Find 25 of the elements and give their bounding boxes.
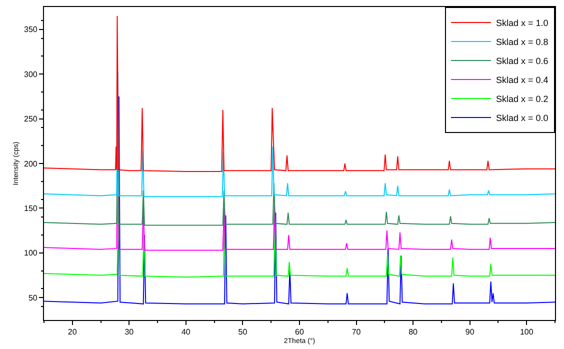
y-tick-label: 50 [28,293,38,302]
x-tick-label: 70 [352,328,362,337]
y-tick-label: 200 [24,159,38,168]
y-tick-label: 150 [24,204,38,214]
legend-label: Sklad x = 1.0 [496,18,548,28]
y-tick-label: 350 [24,25,38,34]
x-tick-label: 50 [238,328,248,337]
y-tick-label: 300 [24,70,38,79]
line-series [44,96,555,304]
line-series [44,15,555,172]
x-tick-label: 60 [295,328,304,337]
x-tick-label: 90 [465,328,475,337]
legend-label: Sklad x = 0.8 [496,37,548,48]
legend-label: Sklad x = 0.4 [496,75,548,86]
x-tick-label: 20 [68,328,78,337]
legend-label: Sklad x = 0.2 [496,94,548,104]
legend-label: Sklad x = 0.0 [496,113,548,124]
x-tick-label: 100 [520,328,534,337]
x-tick-label: 40 [181,328,191,337]
y-tick-label: 250 [24,114,38,124]
x-tick-label: 30 [124,328,134,337]
y-tick-label: 100 [24,248,38,258]
legend-label: Sklad x = 0.6 [496,56,548,66]
line-series [44,70,555,198]
x-tick-label: 80 [408,328,418,337]
